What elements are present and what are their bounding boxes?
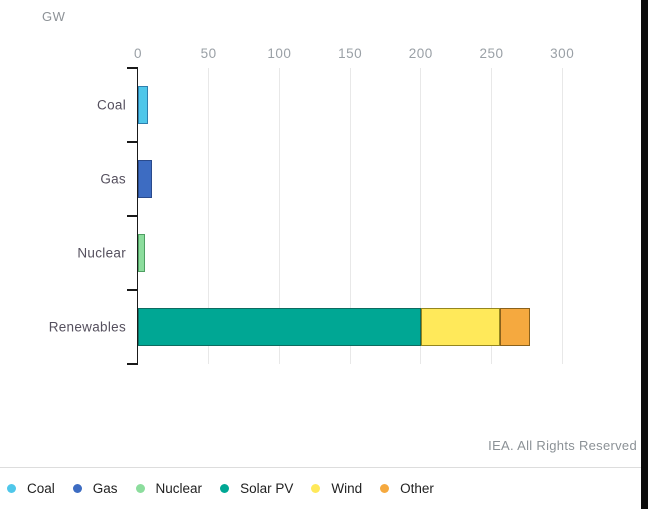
bar-segment-nuclear[interactable]	[138, 234, 146, 272]
legend-label: Wind	[331, 481, 363, 496]
bar-segment-solar-pv[interactable]	[138, 308, 421, 346]
bar-segment-coal[interactable]	[138, 86, 148, 124]
axis-unit-label: GW	[42, 9, 66, 24]
legend-dot-gas	[72, 484, 82, 493]
y-axis-tick	[127, 141, 138, 143]
legend-dot-other	[380, 484, 390, 493]
legend-item-other[interactable]: Other	[380, 481, 434, 496]
bar-nuclear	[138, 234, 146, 272]
x-tick-label-50: 50	[200, 46, 217, 61]
gridline-x-150	[349, 68, 351, 364]
bar-segment-other[interactable]	[499, 308, 530, 346]
gridline-x-250	[491, 68, 492, 364]
legend-dot-coal	[7, 484, 16, 493]
legend-label: Solar PV	[240, 481, 294, 496]
attribution-text: IEA. All Rights Reserved	[488, 438, 637, 453]
legend-item-nuclear[interactable]: Nuclear	[135, 481, 203, 496]
x-tick-label-300: 300	[550, 46, 575, 61]
gridline-x-300	[561, 68, 563, 364]
x-tick-label-150: 150	[338, 46, 363, 61]
category-label-renewables: Renewables	[48, 319, 126, 335]
legend-label: Nuclear	[155, 481, 203, 496]
x-tick-label-0: 0	[133, 46, 143, 61]
legend-dot-nuclear	[135, 484, 145, 493]
bar-segment-wind[interactable]	[420, 308, 500, 346]
bar-gas	[138, 160, 153, 198]
y-axis-tick	[127, 67, 138, 69]
y-axis-tick	[127, 215, 138, 217]
bar-coal	[138, 86, 148, 124]
legend-item-solar-pv[interactable]: Solar PV	[220, 481, 293, 496]
bar-segment-gas[interactable]	[138, 160, 153, 198]
category-label-nuclear: Nuclear	[77, 245, 126, 261]
bar-renewables	[138, 308, 530, 346]
category-label-coal: Coal	[97, 97, 126, 113]
gridline-x-100	[278, 68, 280, 364]
legend-label: Gas	[92, 481, 118, 496]
legend-label: Coal	[27, 481, 55, 496]
legend-item-wind[interactable]: Wind	[311, 481, 362, 496]
y-axis-tick	[127, 363, 138, 365]
right-edge-strip	[641, 0, 648, 509]
legend-item-gas[interactable]: Gas	[72, 481, 118, 496]
plot-area: 0 50 100 150 200 250 300 Coal Gas Nuclear Renewabl…	[48, 46, 575, 365]
x-tick-label-250: 250	[479, 46, 504, 61]
y-axis-tick	[127, 289, 138, 291]
category-label-gas: Gas	[100, 171, 126, 187]
legend-item-coal[interactable]: Coal	[7, 481, 55, 496]
chart-legend: Coal Gas Nuclear Solar PV Wind Other	[0, 467, 641, 509]
legend-dot-solar-pv	[220, 484, 230, 493]
x-tick-label-200: 200	[408, 46, 433, 61]
x-tick-label-100: 100	[267, 46, 292, 61]
legend-label: Other	[400, 481, 434, 496]
legend-dot-wind	[311, 484, 321, 493]
gridline-x-200	[420, 68, 422, 364]
gridline-x-50	[208, 68, 210, 364]
